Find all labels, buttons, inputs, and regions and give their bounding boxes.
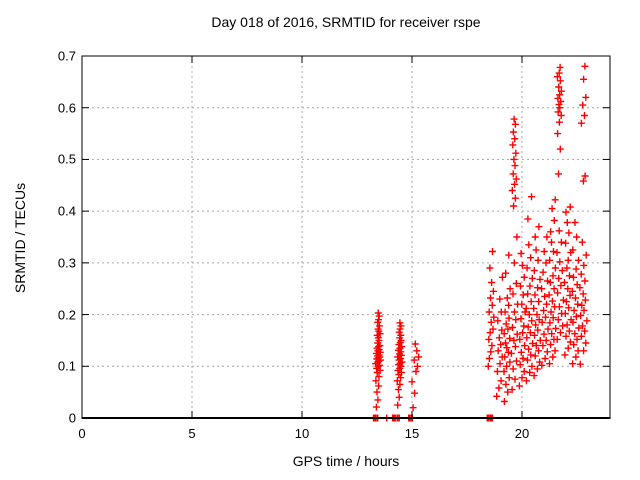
x-tick-label: 10 bbox=[294, 426, 310, 441]
data-points bbox=[370, 62, 591, 422]
y-tick-label: 0 bbox=[68, 410, 76, 426]
y-tick-label: 0.1 bbox=[57, 358, 76, 374]
x-tick-label: 0 bbox=[78, 426, 86, 441]
chart-title: Day 018 of 2016, SRMTID for receiver rsp… bbox=[211, 14, 481, 30]
plot-border bbox=[81, 55, 611, 419]
y-tick-label: 0.6 bbox=[57, 100, 76, 116]
y-tick-label: 0.4 bbox=[57, 203, 76, 219]
x-tick-label: 15 bbox=[404, 426, 420, 441]
x-tick-label: 5 bbox=[188, 426, 196, 441]
x-axis-label: GPS time / hours bbox=[292, 453, 400, 469]
y-tick-label: 0.7 bbox=[57, 48, 76, 64]
y-tick-label: 0.3 bbox=[57, 255, 76, 271]
x-tick-label: 20 bbox=[514, 426, 530, 441]
y-tick-label: 0.2 bbox=[57, 307, 76, 323]
y-tick-label: 0.5 bbox=[57, 151, 76, 167]
